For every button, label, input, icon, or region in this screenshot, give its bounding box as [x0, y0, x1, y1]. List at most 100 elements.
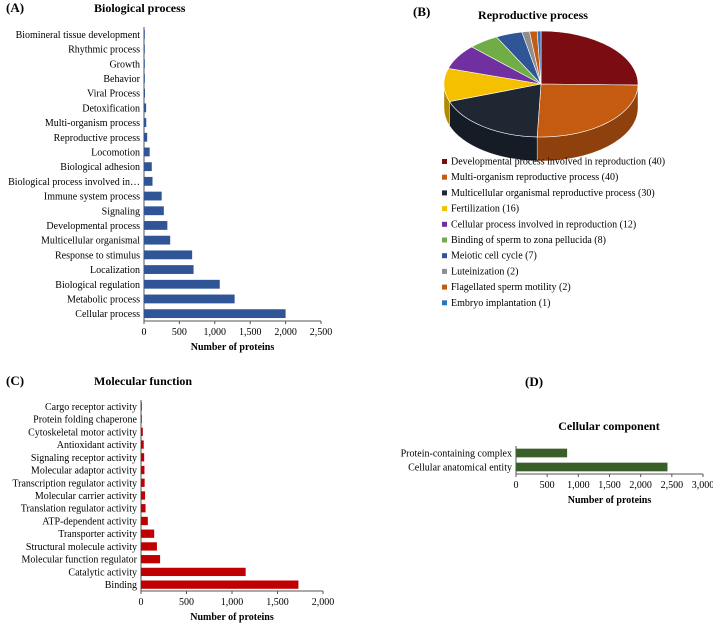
category-label: Translation regulator activity — [21, 504, 137, 515]
category-label: Multicellular organismal — [41, 236, 140, 247]
pie-slice — [536, 83, 639, 138]
bar — [141, 580, 299, 589]
category-label: Rhythmic process — [68, 45, 140, 56]
bar-chart-molecular-function: Cargo receptor activity Protein folding c… — [12, 400, 334, 623]
category-label: Molecular function regulator — [21, 555, 137, 566]
x-tick-label: 1,500 — [239, 327, 262, 338]
category-label: Antioxidant activity — [57, 440, 137, 451]
bar — [141, 504, 146, 513]
legend-swatch — [442, 190, 447, 196]
bar — [144, 44, 145, 54]
x-tick-label: 500 — [172, 327, 187, 338]
category-label: Metabolic process — [67, 294, 140, 305]
bar-chart-biological-process: Biomineral tissue development Rhythmic pr… — [8, 27, 332, 353]
legend-label: Flagellated sperm motility (2) — [451, 282, 571, 293]
legend-swatch — [442, 237, 447, 243]
legend-swatch — [442, 284, 447, 290]
bar — [144, 206, 164, 216]
bar — [141, 491, 146, 500]
category-label: Multi-organism process — [45, 118, 140, 129]
category-label: Behavior — [103, 74, 140, 85]
panel-letter-c: (C) — [6, 373, 24, 388]
category-label: Response to stimulus — [55, 250, 140, 261]
bar — [141, 555, 161, 564]
bar — [144, 147, 150, 157]
bar — [144, 279, 220, 289]
category-label: Cargo receptor activity — [45, 402, 137, 413]
bar — [141, 529, 155, 538]
bar — [141, 440, 144, 449]
bar — [144, 294, 235, 304]
x-axis-label: Number of proteins — [190, 612, 274, 623]
bar — [144, 309, 286, 319]
category-label: Transcription regulator activity — [12, 478, 137, 489]
x-axis-label: Number of proteins — [191, 342, 275, 353]
legend-label: Developmental process involved in reprod… — [451, 157, 665, 168]
category-label: ATP-dependent activity — [42, 516, 137, 527]
panel-letter-b: (B) — [413, 4, 430, 19]
category-label: Molecular adaptor activity — [31, 466, 137, 477]
legend-swatch — [442, 300, 447, 306]
x-tick-label: 0 — [142, 327, 147, 338]
x-axis-label: Number of proteins — [568, 495, 652, 506]
x-tick-label: 1,000 — [221, 597, 244, 608]
bar — [144, 221, 168, 230]
x-tick-label: 1,500 — [266, 597, 289, 608]
category-label: Protein folding chaperone — [33, 415, 137, 426]
x-tick-label: 1,500 — [598, 480, 621, 491]
bar — [144, 103, 147, 113]
x-tick-label: 500 — [540, 480, 555, 491]
legend-label: Luteinization (2) — [451, 266, 518, 277]
x-tick-label: 500 — [179, 597, 194, 608]
legend-label: Binding of sperm to zona pellucida (8) — [451, 235, 606, 246]
category-label: Binding — [105, 580, 137, 591]
legend-label: Embryo implantation (1) — [451, 298, 550, 309]
category-label: Protein-containing complex — [401, 449, 512, 460]
pie-chart-reproductive-process — [443, 30, 639, 162]
bar — [144, 162, 152, 172]
bar — [144, 235, 171, 245]
category-label: Reproductive process — [54, 133, 140, 144]
x-tick-label: 1,000 — [567, 480, 590, 491]
category-label: Locomotion — [91, 147, 140, 158]
category-label: Transporter activity — [58, 529, 137, 540]
x-tick-label: 2,000 — [274, 327, 297, 338]
bar — [141, 465, 145, 475]
chart-title-cellular: Cellular component — [558, 419, 659, 433]
category-label: Molecular carrier activity — [35, 491, 137, 502]
x-tick-label: 2,000 — [312, 597, 335, 608]
x-tick-label: 3,000 — [692, 480, 713, 491]
legend-swatch — [442, 206, 447, 212]
pie-slice — [536, 30, 542, 85]
x-tick-label: 2,500 — [661, 480, 684, 491]
x-tick-label: 0 — [514, 480, 519, 491]
legend-swatch — [442, 159, 447, 164]
category-label: Biomineral tissue development — [16, 30, 141, 41]
legend-swatch — [442, 174, 447, 180]
x-tick-label: 2,500 — [310, 327, 333, 338]
category-label: Cellular anatomical entity — [408, 463, 512, 474]
category-label: Growth — [109, 59, 140, 70]
chart-title-reproductive: Reproductive process — [478, 8, 588, 22]
x-tick-label: 1,000 — [204, 327, 227, 338]
legend-label: Fertilization (16) — [451, 204, 519, 215]
bar — [141, 478, 145, 487]
category-label: Biological adhesion — [60, 162, 140, 173]
legend-swatch — [442, 221, 447, 227]
bar — [144, 88, 145, 98]
legend-label: Cellular process involved in reproductio… — [451, 219, 636, 230]
category-label: Developmental process — [46, 221, 140, 232]
bar — [141, 453, 145, 462]
x-tick-label: 0 — [139, 597, 144, 608]
bar — [516, 448, 568, 458]
panel-letter-a: (A) — [6, 0, 24, 15]
legend-label: Multi-organism reproductive process (40) — [451, 172, 618, 183]
bar — [144, 250, 193, 260]
bar — [144, 132, 148, 142]
category-label: Localization — [90, 265, 140, 276]
bar — [144, 265, 194, 274]
category-label: Detoxification — [82, 103, 140, 114]
bar — [144, 118, 147, 127]
legend-reproductive-process: Developmental process involved in reprod… — [442, 157, 665, 309]
